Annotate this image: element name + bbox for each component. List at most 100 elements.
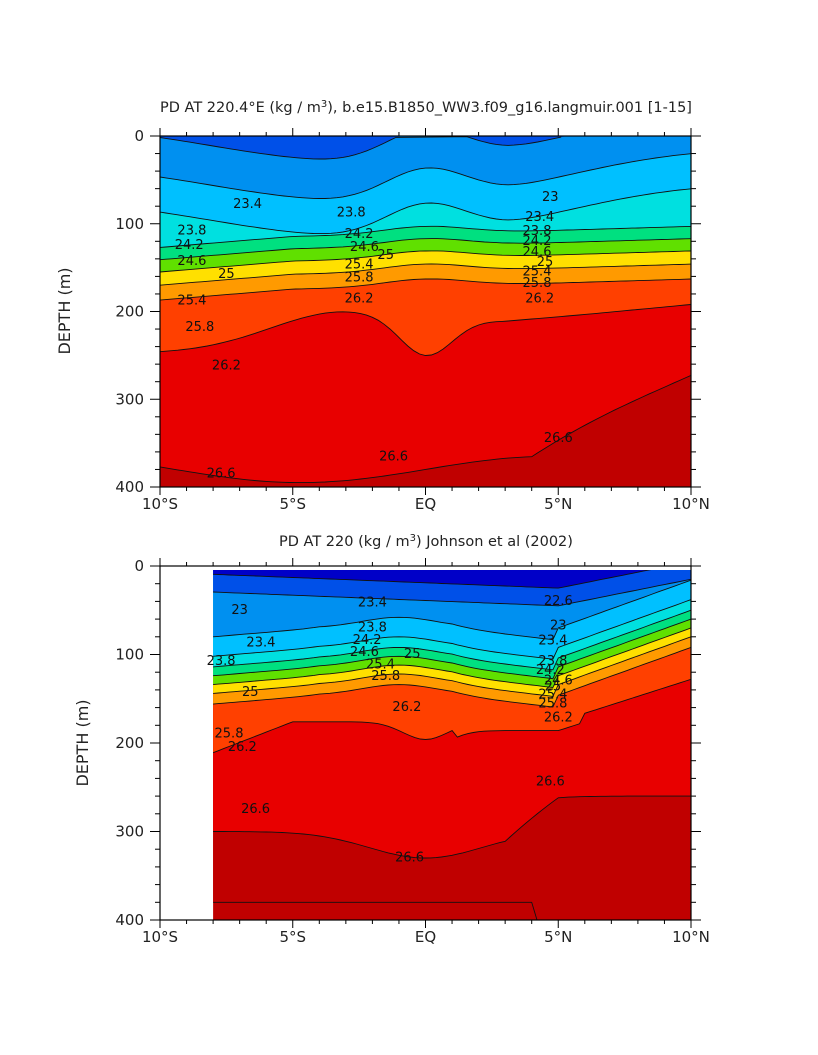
x-tick-label: 10°N <box>672 928 710 946</box>
contour-label: 23.4 <box>358 596 387 611</box>
contour-line <box>160 238 691 261</box>
contour-label: 25 <box>537 255 554 270</box>
contour-label: 24.6 <box>523 245 552 260</box>
contour-label: 23.8 <box>177 223 206 238</box>
contour-label: 25.8 <box>538 697 567 712</box>
y-tick-label: 300 <box>115 823 144 841</box>
x-tick-label: EQ <box>415 495 436 513</box>
contour-line <box>213 636 691 697</box>
panel-observed: PD AT 220 (kg / m3) Johnson et al (2002)… <box>73 533 710 947</box>
contour-label: 25 <box>404 647 421 662</box>
x-tick-label: 5°S <box>279 495 306 513</box>
contour-label: 23.8 <box>358 621 387 636</box>
contour-line <box>160 304 691 356</box>
contour-label: 23.4 <box>538 634 567 649</box>
contour-label: 25.8 <box>345 271 374 286</box>
contour-label: 24.2 <box>345 227 374 242</box>
contour-label: 25.4 <box>523 265 552 280</box>
contour-lines <box>213 570 691 920</box>
contour-label: 23 <box>550 619 567 634</box>
x-tick-label: 10°S <box>142 495 178 513</box>
contour-label: 24.2 <box>523 234 552 249</box>
contour-line <box>213 678 691 754</box>
contour-line <box>213 578 691 607</box>
contour-line <box>160 225 691 248</box>
x-tick-label: 5°N <box>544 928 572 946</box>
contour-label: 25 <box>377 248 394 263</box>
contour-label: 26.6 <box>395 851 424 866</box>
contour-label: 23 <box>542 190 559 205</box>
contour-label: 23.4 <box>246 636 275 651</box>
contour-label: 26.6 <box>536 774 565 789</box>
contour-label: 25 <box>218 267 235 282</box>
contour-label: 24.6 <box>544 674 573 689</box>
x-tick-label: 10°S <box>142 928 178 946</box>
contour-label: 23.8 <box>523 224 552 239</box>
panel-title: PD AT 220 (kg / m3) Johnson et al (2002) <box>279 533 573 551</box>
contour-label: 23.8 <box>337 206 366 221</box>
x-tick-label: 10°N <box>672 495 710 513</box>
contour-lines <box>160 136 691 484</box>
contour-label: 26.2 <box>544 711 573 726</box>
contour-line <box>213 901 691 920</box>
contour-line <box>213 795 691 859</box>
y-tick-label: 200 <box>115 734 144 752</box>
contour-label: 25.4 <box>345 258 374 273</box>
contour-line <box>213 609 691 671</box>
y-tick-label: 100 <box>115 215 144 233</box>
panel-model: PD AT 220.4°E (kg / m3), b.e15.B1850_WW3… <box>55 99 710 514</box>
contour-field <box>160 136 691 487</box>
contour-label: 25.8 <box>523 276 552 291</box>
y-tick-label: 400 <box>115 911 144 929</box>
contour-label: 23.4 <box>525 210 554 225</box>
contour-line <box>160 278 691 301</box>
y-axis-label: DEPTH (m) <box>55 267 74 354</box>
contour-label: 26.6 <box>207 466 236 481</box>
contour-line <box>160 263 691 286</box>
contour-label: 25.8 <box>185 320 214 335</box>
contour-label: 26.6 <box>241 802 270 817</box>
contour-label: 25.8 <box>215 727 244 742</box>
contour-label: 26.2 <box>392 700 421 715</box>
y-tick-label: 0 <box>134 557 144 575</box>
contour-label: 24.2 <box>353 633 382 648</box>
axes: 10°S 5°S EQ 5°N 10°N 0 100 200 300 400 <box>115 557 710 946</box>
y-tick-label: 300 <box>115 390 144 408</box>
contour-label: 25.4 <box>366 658 395 673</box>
contour-line <box>213 570 652 589</box>
contour-line <box>160 153 691 199</box>
contour-label: 23.8 <box>207 654 236 669</box>
y-tick-label: 400 <box>115 478 144 496</box>
contour-labels: 23.423.824.224.62525.425.826.226.623.824… <box>175 190 573 481</box>
contour-label: 23.4 <box>233 197 262 212</box>
contour-label: 26.2 <box>525 292 554 307</box>
contour-label: 24.6 <box>350 240 379 255</box>
contour-label: 26.2 <box>212 358 241 373</box>
contour-line <box>160 136 562 160</box>
panel-title: PD AT 220.4°E (kg / m3), b.e15.B1850_WW3… <box>160 99 692 117</box>
contour-label: 22.6 <box>544 594 573 609</box>
contour-label: 25 <box>242 685 259 700</box>
axes: 10°S 5°S EQ 5°N 10°N 0 100 200 300 400 <box>115 127 710 513</box>
y-tick-label: 200 <box>115 303 144 321</box>
contour-label: 26.2 <box>345 292 374 307</box>
contour-line <box>160 188 691 235</box>
contour-line <box>213 646 691 708</box>
contour-line <box>160 374 691 484</box>
contour-label: 25.4 <box>177 294 206 309</box>
contour-label: 26.6 <box>544 431 573 446</box>
contour-band <box>160 136 691 159</box>
contour-label: 23.8 <box>538 654 567 669</box>
x-tick-label: 5°S <box>279 928 306 946</box>
contour-line <box>213 618 691 680</box>
contour-label: 24.2 <box>536 663 565 678</box>
x-tick-label: 5°N <box>544 495 572 513</box>
contour-line <box>213 627 691 688</box>
contour-label: 25.4 <box>538 688 567 703</box>
contour-label: 24.2 <box>175 238 204 253</box>
contour-label: 24.6 <box>177 254 206 269</box>
contour-label: 26.6 <box>379 450 408 465</box>
contour-line <box>160 250 691 273</box>
contour-line <box>213 599 691 660</box>
